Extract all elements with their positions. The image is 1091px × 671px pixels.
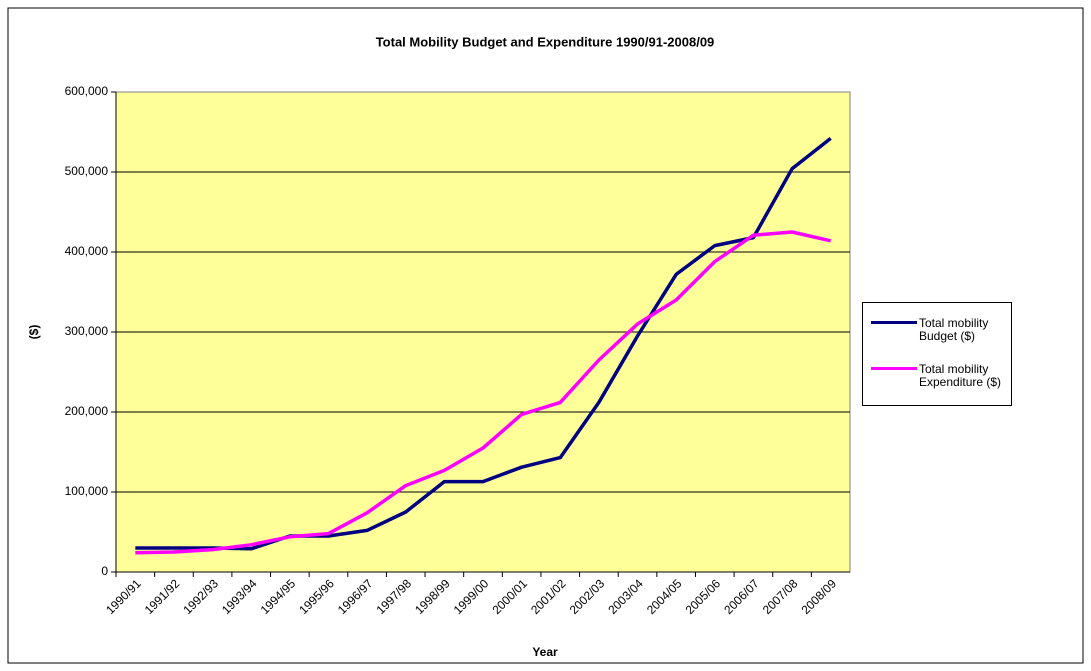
legend-swatch [871, 367, 917, 370]
y-tick-label: 400,000 [65, 244, 109, 258]
line-series [135, 230, 832, 555]
y-axis-title: ($) [27, 325, 41, 340]
y-tick-label: 500,000 [65, 164, 109, 178]
x-axis-title: Year [532, 645, 558, 659]
y-tick-label: 300,000 [65, 324, 109, 338]
line-series [135, 137, 832, 551]
legend-label: Total mobility Budget ($) [919, 316, 989, 343]
y-tick-label: 0 [101, 564, 108, 578]
legend-label: Total mobility Expenditure ($) [919, 362, 1002, 389]
y-tick-label: 600,000 [65, 84, 109, 98]
legend: Total mobility Budget ($) Total mobility … [862, 302, 1012, 406]
y-tick-label: 100,000 [65, 484, 109, 498]
y-tick-label: 200,000 [65, 404, 109, 418]
legend-swatch [871, 321, 917, 324]
chart-title: Total Mobility Budget and Expenditure 19… [376, 34, 715, 49]
